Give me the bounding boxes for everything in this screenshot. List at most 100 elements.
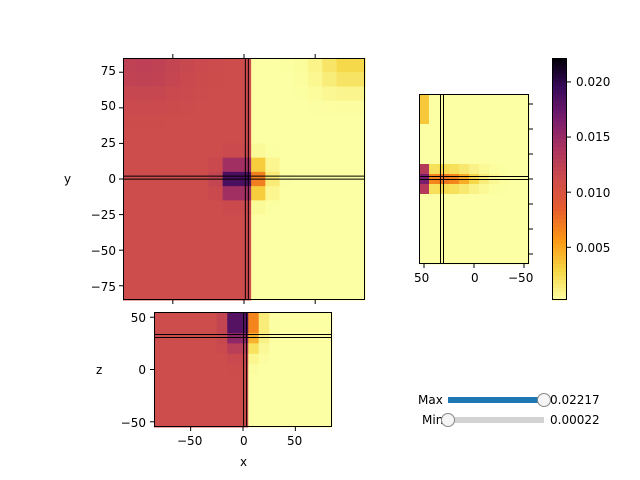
heatmap-cell bbox=[469, 104, 480, 115]
heatmap-cell bbox=[509, 254, 520, 265]
heatmap-cell bbox=[248, 374, 260, 386]
heatmap-cell bbox=[208, 271, 224, 287]
xy-heatmap-panel[interactable] bbox=[119, 54, 366, 304]
heatmap-cell bbox=[439, 184, 450, 195]
heatmap-cell bbox=[174, 395, 186, 407]
heatmap-cell bbox=[336, 72, 352, 87]
heatmap-cell bbox=[509, 204, 520, 215]
heatmap-cell bbox=[165, 200, 181, 216]
heatmap-cell bbox=[194, 285, 209, 301]
heatmap-cell bbox=[154, 343, 165, 355]
heatmap-cell bbox=[236, 271, 252, 287]
min-slider-track[interactable] bbox=[448, 417, 544, 423]
heatmap-cell bbox=[350, 100, 366, 116]
heatmap-cell bbox=[174, 322, 186, 334]
heatmap-cell bbox=[469, 94, 480, 105]
heatmap-cell bbox=[206, 353, 218, 365]
colorbar-segment bbox=[552, 154, 567, 160]
heatmap-cell bbox=[179, 285, 195, 301]
heatmap-cell bbox=[123, 129, 138, 144]
heatmap-cell bbox=[439, 124, 450, 135]
colorbar-segment bbox=[552, 162, 567, 168]
heatmap-cell bbox=[479, 154, 490, 165]
heatmap-cell bbox=[137, 86, 152, 102]
heatmap-cell bbox=[151, 72, 167, 87]
heatmap-cell bbox=[336, 257, 352, 273]
heatmap-cell bbox=[174, 374, 186, 386]
heatmap-cell bbox=[300, 322, 312, 334]
heatmap-cell bbox=[258, 322, 270, 334]
heatmap-cell bbox=[279, 100, 295, 116]
heatmap-cell bbox=[489, 234, 500, 245]
colorbar-segment bbox=[552, 78, 567, 83]
heatmap-cell bbox=[154, 322, 165, 334]
heatmap-cell bbox=[195, 385, 207, 397]
heatmap-cell bbox=[165, 243, 181, 258]
heatmap-cell bbox=[265, 114, 281, 130]
colorbar-segment bbox=[552, 291, 567, 297]
heatmap-cell bbox=[151, 86, 167, 102]
heatmap-cell bbox=[519, 234, 530, 245]
zy-heatmap[interactable] bbox=[419, 94, 533, 268]
heatmap-cell bbox=[350, 214, 366, 230]
heatmap-cell bbox=[290, 312, 302, 323]
heatmap-cell bbox=[499, 224, 510, 235]
colorbar-segment bbox=[552, 183, 567, 188]
heatmap-cell bbox=[308, 114, 323, 130]
heatmap-cell bbox=[137, 114, 152, 130]
xy-ytick-label: 0 bbox=[108, 172, 116, 186]
heatmap-cell bbox=[449, 254, 460, 265]
heatmap-cell bbox=[279, 322, 291, 334]
heatmap-cell bbox=[123, 100, 138, 116]
heatmap-cell bbox=[489, 224, 500, 235]
heatmap-cell bbox=[251, 214, 266, 230]
heatmap-cell bbox=[429, 224, 440, 235]
heatmap-cell bbox=[258, 406, 270, 418]
heatmap-cell bbox=[350, 86, 366, 102]
heatmap-cell bbox=[459, 94, 470, 105]
heatmap-cell bbox=[519, 154, 530, 165]
heatmap-cell bbox=[469, 224, 480, 235]
heatmap-cell bbox=[459, 154, 470, 165]
heatmap-cell bbox=[479, 254, 490, 265]
heatmap-cell bbox=[322, 243, 338, 258]
min-slider-handle[interactable] bbox=[441, 413, 455, 427]
min-slider-value: 0.00022 bbox=[550, 413, 600, 427]
xz-xtick-label: 0 bbox=[240, 434, 248, 448]
heatmap-cell bbox=[336, 86, 352, 102]
heatmap-cell bbox=[265, 186, 281, 201]
heatmap-cell bbox=[350, 271, 366, 287]
heatmap-cell bbox=[336, 143, 352, 159]
zy-heatmap-panel[interactable] bbox=[419, 94, 533, 268]
max-slider-value: 0.02217 bbox=[550, 393, 600, 407]
zy-xtick-label: 50 bbox=[414, 271, 430, 285]
heatmap-cell bbox=[290, 395, 302, 407]
colorbar-segment bbox=[552, 62, 567, 67]
heatmap-cell bbox=[123, 271, 138, 287]
colorbar-segment bbox=[552, 195, 567, 200]
heatmap-cell bbox=[227, 353, 239, 365]
heatmap-cell bbox=[499, 184, 510, 195]
heatmap-cell bbox=[164, 364, 176, 376]
colorbar-segment bbox=[552, 283, 567, 289]
heatmap-cell bbox=[195, 312, 207, 323]
heatmap-cell bbox=[429, 134, 440, 145]
heatmap-cell bbox=[350, 157, 366, 173]
xz-heatmap[interactable] bbox=[150, 312, 333, 431]
heatmap-cell bbox=[293, 243, 309, 258]
max-slider-handle[interactable] bbox=[537, 393, 551, 407]
heatmap-cell bbox=[279, 353, 291, 365]
colorbar-segment bbox=[552, 247, 567, 253]
heatmap-cell bbox=[499, 104, 510, 115]
heatmap-cell bbox=[137, 285, 152, 301]
colorbar-segment bbox=[552, 211, 567, 216]
heatmap-cell bbox=[279, 58, 295, 73]
xy-heatmap[interactable] bbox=[119, 54, 366, 304]
heatmap-cell bbox=[429, 244, 440, 255]
heatmap-cell bbox=[269, 374, 281, 386]
heatmap-cell bbox=[449, 104, 460, 115]
heatmap-cell bbox=[279, 129, 295, 144]
heatmap-cell bbox=[469, 214, 480, 225]
heatmap-cell bbox=[123, 157, 138, 173]
xz-heatmap-panel[interactable] bbox=[150, 312, 333, 431]
